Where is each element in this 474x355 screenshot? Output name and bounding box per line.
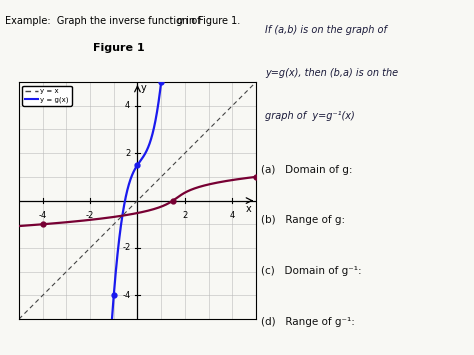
- Text: 2: 2: [125, 149, 130, 158]
- Text: 4: 4: [125, 101, 130, 110]
- Text: (a)   Domain of g:: (a) Domain of g:: [261, 165, 352, 175]
- Text: g: g: [176, 16, 183, 26]
- Text: (c)   Domain of g⁻¹:: (c) Domain of g⁻¹:: [261, 266, 361, 276]
- Text: 2: 2: [182, 211, 188, 220]
- Text: Example:  Graph the inverse function of: Example: Graph the inverse function of: [5, 16, 203, 26]
- Text: (b)   Range of g:: (b) Range of g:: [261, 215, 345, 225]
- Text: (d)   Range of g⁻¹:: (d) Range of g⁻¹:: [261, 317, 355, 327]
- Text: y: y: [140, 83, 146, 93]
- Text: 4: 4: [229, 211, 235, 220]
- Text: -2: -2: [86, 211, 94, 220]
- Text: -4: -4: [122, 291, 130, 300]
- Text: in Figure 1.: in Figure 1.: [183, 16, 240, 26]
- Text: Figure 1: Figure 1: [93, 43, 144, 53]
- Text: graph of  y=g⁻¹(x): graph of y=g⁻¹(x): [265, 111, 355, 121]
- Text: y=g(x), then (b,a) is on the: y=g(x), then (b,a) is on the: [265, 68, 399, 78]
- Text: If (a,b) is on the graph of: If (a,b) is on the graph of: [265, 25, 387, 35]
- Text: x: x: [246, 204, 252, 214]
- Text: -4: -4: [38, 211, 47, 220]
- Legend: y = x, y = g(x): y = x, y = g(x): [22, 86, 72, 106]
- Text: -2: -2: [122, 244, 130, 252]
